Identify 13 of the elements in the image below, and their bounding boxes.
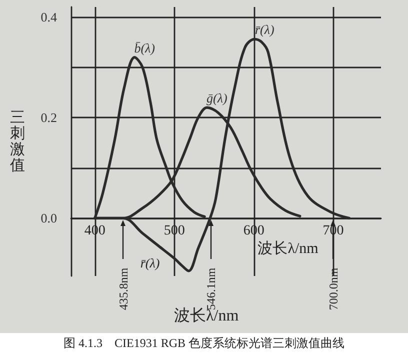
annotation: r̄(λ) [140, 256, 160, 270]
series-label: ḡ(λ) [206, 90, 228, 106]
series-label: r̄(λ) [254, 22, 274, 38]
y-axis-title: 三刺激值 [10, 110, 25, 174]
y-tick-label: 0.4 [40, 10, 58, 25]
annotation: 546.1nm [204, 267, 218, 310]
y-tick-label: 0.2 [40, 110, 57, 126]
series-label: b̄(λ) [134, 40, 155, 56]
y-tick-label: 0.0 [40, 210, 57, 226]
annotation: 波长λ/nm [258, 240, 319, 257]
text: 图 4.1.3 CIE1931 RGB 色度系统标光谱三刺激值曲线 [62, 335, 346, 352]
annotation: 700.0nm [326, 267, 340, 310]
annotation: 435.8nm [116, 267, 130, 310]
